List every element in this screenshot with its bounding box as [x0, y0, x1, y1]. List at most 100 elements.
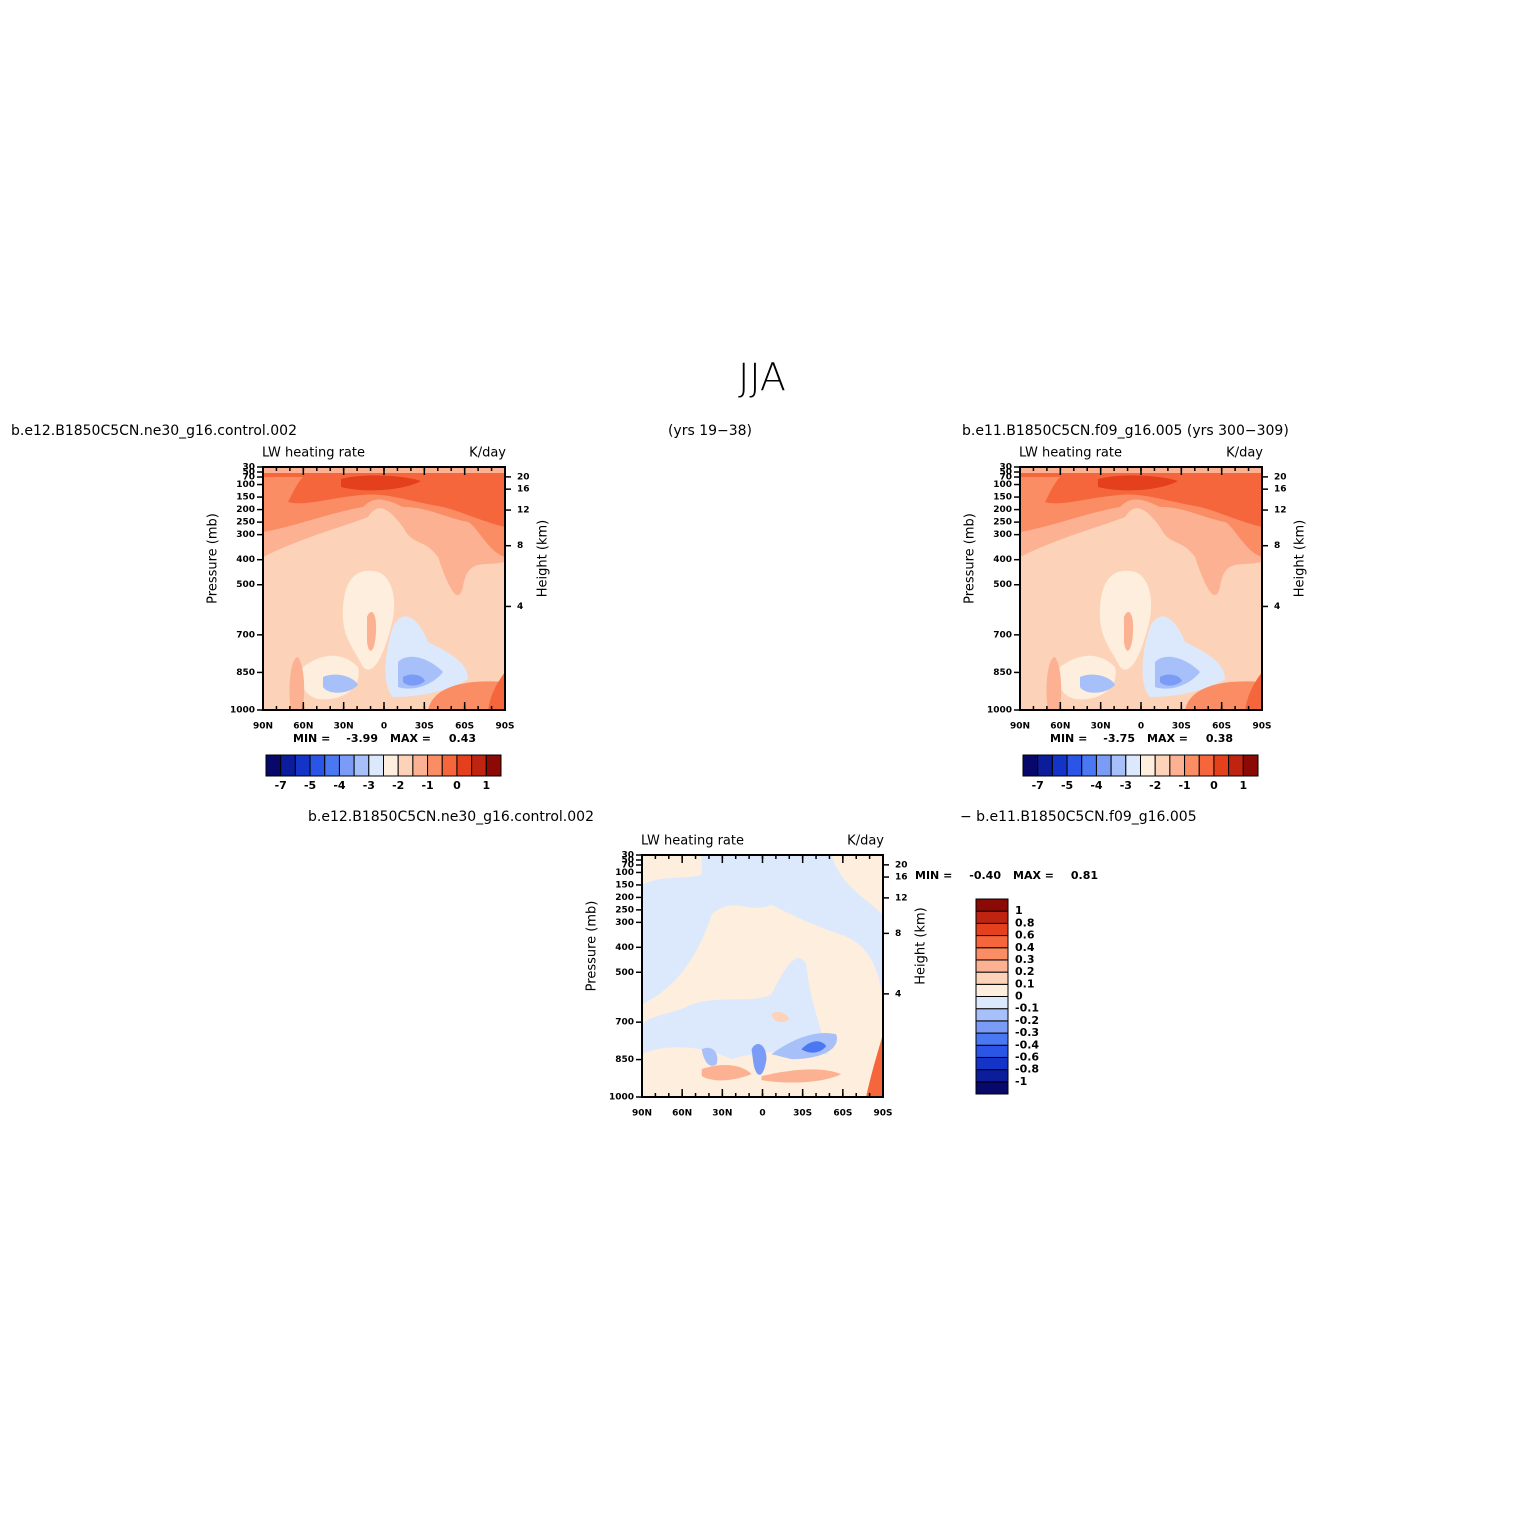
- y2-tick-label: 8: [1274, 541, 1280, 551]
- colorbar-box: [441, 754, 458, 777]
- y-tick-label: 250: [993, 518, 1012, 528]
- colorbar-box: [485, 754, 502, 777]
- y2-tick-label: 16: [517, 485, 530, 495]
- y2-tick-label: 8: [895, 929, 901, 939]
- y-tick-label: 30: [621, 851, 634, 861]
- stat: 0.38: [1206, 732, 1233, 745]
- stat: MIN =: [915, 869, 952, 882]
- y-tick-label: 400: [236, 555, 255, 565]
- colorbar-box: [1198, 754, 1215, 777]
- x-tick-label: 30N: [1091, 722, 1111, 732]
- x-tick-label: 30N: [334, 722, 354, 732]
- colorbar-box: [324, 754, 340, 777]
- stat: -3.99: [346, 732, 378, 745]
- colorbar-box: [1242, 754, 1259, 777]
- colorbar-box: [397, 754, 414, 777]
- colorbar-box: [265, 754, 282, 777]
- x-tick-label: 30S: [1172, 722, 1191, 732]
- colorbar-label: 0.8: [1015, 916, 1035, 929]
- x-tick-label: 30S: [415, 722, 434, 732]
- colorbar-box: [280, 754, 296, 777]
- x-tick-label: 60N: [1050, 722, 1070, 732]
- y-tick-label: 100: [236, 480, 255, 490]
- colorbar-box: [1125, 754, 1141, 777]
- y-tick-label: 50: [999, 468, 1012, 478]
- colorbar-box: [309, 754, 326, 777]
- colorbar-label: -4: [1090, 779, 1103, 792]
- stat: MAX =: [1147, 732, 1188, 745]
- colorbar-label: -0.3: [1015, 1026, 1039, 1039]
- colorbar-box: [471, 754, 487, 777]
- x-tick-label: 0: [1138, 722, 1144, 732]
- stat: 0.43: [449, 732, 476, 745]
- colorbar-box: [975, 1020, 1009, 1034]
- y2-tick-label: 20: [1274, 472, 1287, 482]
- y-tick-label: 150: [236, 493, 255, 503]
- colorbar-box: [1154, 754, 1171, 777]
- colorbar-label: -1: [421, 779, 433, 792]
- y-tick-label: 700: [615, 1018, 634, 1028]
- colorbar-label: 1: [482, 779, 490, 792]
- colorbar-label: -2: [1149, 779, 1161, 792]
- y-tick-label: 500: [615, 968, 634, 978]
- colorbar-box: [975, 898, 1009, 912]
- stat: MAX =: [1013, 869, 1054, 882]
- colorbar-box: [1022, 754, 1039, 777]
- stat: MIN =: [1050, 732, 1087, 745]
- y-axis-label: Pressure (mb): [963, 513, 978, 604]
- colorbar-box: [975, 1008, 1009, 1022]
- y-tick-label: 50: [242, 468, 255, 478]
- y2-tick-label: 4: [517, 602, 523, 612]
- colorbar-label: 1: [1239, 779, 1247, 792]
- y-tick-label: 200: [615, 893, 634, 903]
- colorbar-box: [1051, 754, 1068, 777]
- colorbar-box: [975, 1056, 1009, 1071]
- units: K/day: [847, 834, 884, 849]
- colorbar-box: [1169, 754, 1186, 777]
- y-tick-label: 700: [993, 630, 1012, 640]
- left-string: b.e11.B1850C5CN.f09_g16.005 (yrs 300−309…: [962, 423, 1289, 439]
- y-tick-label: 300: [236, 530, 255, 540]
- contour-field: [263, 467, 505, 710]
- colorbar-box: [975, 1081, 1009, 1095]
- y2-axis-label: Height (km): [536, 520, 551, 597]
- plot-title: LW heating rate: [641, 834, 744, 849]
- colorbar-box: [368, 754, 384, 777]
- colorbar-label: -2: [392, 779, 404, 792]
- colorbar-box: [1110, 754, 1127, 777]
- colorbar-label: 0: [453, 779, 461, 792]
- figure-title: JJA: [738, 356, 786, 400]
- colorbar-label: 0.1: [1015, 977, 1035, 990]
- colorbar-label: -3: [363, 779, 375, 792]
- right-string: − b.e11.B1850C5CN.f09_g16.005: [960, 809, 1197, 825]
- colorbar-box: [1228, 754, 1244, 777]
- y-tick-label: 50: [621, 855, 634, 865]
- y-tick-label: 70: [242, 473, 255, 483]
- x-tick-label: 90S: [873, 1109, 892, 1119]
- y2-tick-label: 12: [517, 506, 530, 516]
- y-axis-label: Pressure (mb): [585, 901, 600, 992]
- left-string: b.e12.B1850C5CN.ne30_g16.control.002: [308, 809, 594, 825]
- y-tick-label: 250: [236, 518, 255, 528]
- colorbar-box: [975, 910, 1009, 924]
- stat: -0.40: [969, 869, 1001, 882]
- y2-tick-label: 8: [517, 541, 523, 551]
- y-tick-label: 700: [236, 630, 255, 640]
- y2-tick-label: 16: [895, 873, 908, 883]
- y-tick-label: 70: [999, 473, 1012, 483]
- x-tick-label: 30S: [793, 1109, 812, 1119]
- x-tick-label: 90N: [632, 1109, 652, 1119]
- colorbar-label: 1: [1015, 904, 1023, 917]
- y-tick-label: 300: [993, 530, 1012, 540]
- colorbar-box: [975, 947, 1009, 961]
- y-tick-label: 300: [615, 918, 634, 928]
- colorbar-box: [1037, 754, 1053, 777]
- colorbar-box: [353, 754, 370, 777]
- stat: MIN =: [293, 732, 330, 745]
- y-tick-label: 30: [242, 463, 255, 473]
- x-tick-label: 60S: [833, 1109, 852, 1119]
- y-tick-label: 30: [999, 463, 1012, 473]
- colorbar-label: -0.4: [1015, 1038, 1039, 1051]
- colorbar-box: [975, 1032, 1009, 1046]
